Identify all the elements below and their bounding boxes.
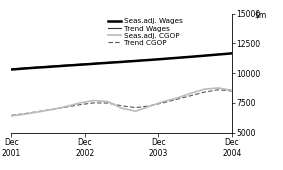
Trend Wages: [10, 68, 13, 70]
Seas.adj. Wages: [230, 52, 234, 54]
Seas.adj. CGOP: [51, 108, 54, 111]
Seas.adj. CGOP: [175, 97, 179, 99]
Trend CGOP: [216, 89, 220, 91]
Trend CGOP: [51, 108, 54, 110]
Seas.adj. Wages: [10, 69, 13, 71]
Seas.adj. Wages: [175, 57, 179, 59]
Seas.adj. CGOP: [10, 115, 13, 117]
Seas.adj. CGOP: [23, 113, 27, 115]
Trend Wages: [83, 63, 87, 65]
Seas.adj. Wages: [65, 65, 68, 67]
Seas.adj. Wages: [102, 62, 105, 64]
Seas.adj. Wages: [138, 59, 142, 62]
Seas.adj. CGOP: [37, 111, 41, 113]
Trend CGOP: [23, 113, 27, 115]
Trend CGOP: [106, 102, 110, 104]
Line: Seas.adj. Wages: Seas.adj. Wages: [11, 53, 232, 70]
Trend CGOP: [175, 98, 179, 100]
Legend: Seas.adj. Wages, Trend Wages, Seas.adj. CGOP, Trend CGOP: Seas.adj. Wages, Trend Wages, Seas.adj. …: [108, 18, 183, 46]
Trend CGOP: [147, 105, 151, 107]
Trend CGOP: [120, 105, 123, 107]
Trend CGOP: [230, 90, 234, 92]
Line: Seas.adj. CGOP: Seas.adj. CGOP: [11, 88, 232, 116]
Trend CGOP: [65, 106, 68, 108]
Seas.adj. CGOP: [106, 101, 110, 103]
Seas.adj. CGOP: [92, 99, 96, 101]
Trend CGOP: [37, 110, 41, 112]
Seas.adj. CGOP: [203, 88, 206, 90]
Seas.adj. CGOP: [161, 101, 165, 103]
Seas.adj. Wages: [212, 54, 215, 56]
Trend Wages: [65, 64, 68, 66]
Seas.adj. CGOP: [120, 107, 123, 109]
Seas.adj. Wages: [120, 61, 123, 63]
Seas.adj. Wages: [157, 58, 160, 60]
Trend Wages: [138, 59, 142, 61]
Trend Wages: [28, 67, 31, 69]
Line: Trend CGOP: Trend CGOP: [11, 90, 232, 115]
Y-axis label: $m: $m: [255, 10, 267, 19]
Trend Wages: [175, 57, 179, 59]
Trend Wages: [102, 62, 105, 64]
Trend Wages: [230, 52, 234, 54]
Trend CGOP: [161, 102, 165, 104]
Trend CGOP: [92, 102, 96, 104]
Trend Wages: [212, 54, 215, 56]
Trend Wages: [194, 55, 197, 57]
Seas.adj. CGOP: [134, 110, 137, 112]
Seas.adj. CGOP: [65, 105, 68, 107]
Trend CGOP: [10, 114, 13, 116]
Trend Wages: [120, 61, 123, 63]
Trend CGOP: [134, 107, 137, 109]
Seas.adj. Wages: [28, 67, 31, 69]
Seas.adj. CGOP: [147, 105, 151, 107]
Trend Wages: [46, 65, 50, 67]
Trend CGOP: [79, 104, 82, 106]
Trend CGOP: [189, 95, 192, 97]
Seas.adj. CGOP: [216, 87, 220, 89]
Line: Trend Wages: Trend Wages: [11, 53, 232, 69]
Seas.adj. Wages: [194, 55, 197, 57]
Trend CGOP: [203, 91, 206, 93]
Seas.adj. Wages: [83, 63, 87, 65]
Seas.adj. CGOP: [79, 102, 82, 104]
Seas.adj. Wages: [46, 66, 50, 68]
Seas.adj. CGOP: [230, 89, 234, 91]
Trend Wages: [157, 58, 160, 60]
Seas.adj. CGOP: [189, 92, 192, 94]
